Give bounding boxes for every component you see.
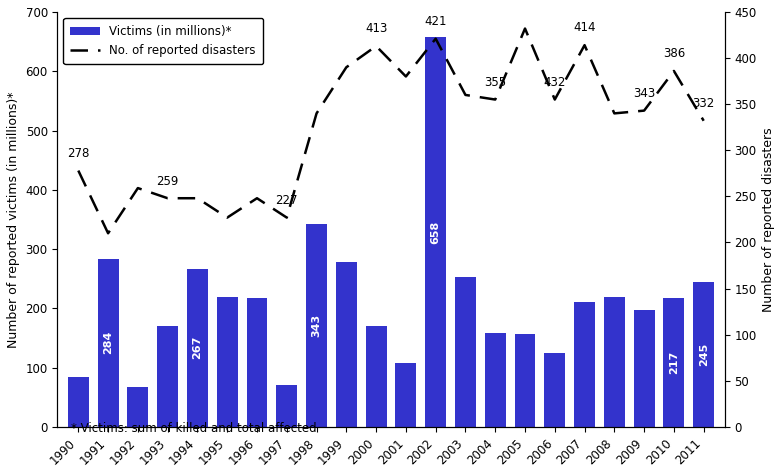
Bar [306,224,327,427]
Text: 267: 267 [192,336,203,359]
Bar [217,297,238,427]
Bar [98,258,119,427]
Text: 332: 332 [693,97,715,110]
Bar [396,363,416,427]
Text: 259: 259 [156,174,179,188]
Bar [425,37,446,427]
Bar [633,310,655,427]
Text: * Victims: sum of killed and total affected: * Victims: sum of killed and total affec… [71,422,317,435]
Text: 355: 355 [484,76,506,89]
Bar [246,298,267,427]
Legend: Victims (in millions)*, No. of reported disasters: Victims (in millions)*, No. of reported … [63,18,263,64]
Text: 217: 217 [669,351,679,374]
Text: 284: 284 [103,331,113,355]
Text: 413: 413 [365,22,387,36]
Bar [604,297,625,427]
Bar [485,333,506,427]
Bar [336,262,357,427]
Text: 278: 278 [67,147,89,160]
Text: 227: 227 [275,194,298,207]
Text: 421: 421 [425,15,447,28]
Text: 343: 343 [633,87,655,100]
Bar [366,326,386,427]
Bar [663,298,684,427]
Bar [187,269,208,427]
Bar [694,282,714,427]
Text: 414: 414 [573,21,596,35]
Y-axis label: Number of reported victims (in millions)*: Number of reported victims (in millions)… [7,91,20,348]
Y-axis label: Number of reported disasters: Number of reported disasters [762,127,775,312]
Bar [544,353,565,427]
Bar [276,385,297,427]
Bar [515,334,536,427]
Text: 386: 386 [663,47,685,60]
Text: 245: 245 [698,343,708,366]
Bar [455,277,476,427]
Text: 343: 343 [311,314,321,337]
Text: 432: 432 [543,76,566,89]
Bar [68,376,88,427]
Text: 658: 658 [431,220,441,244]
Bar [127,387,149,427]
Bar [157,326,178,427]
Bar [574,302,595,427]
